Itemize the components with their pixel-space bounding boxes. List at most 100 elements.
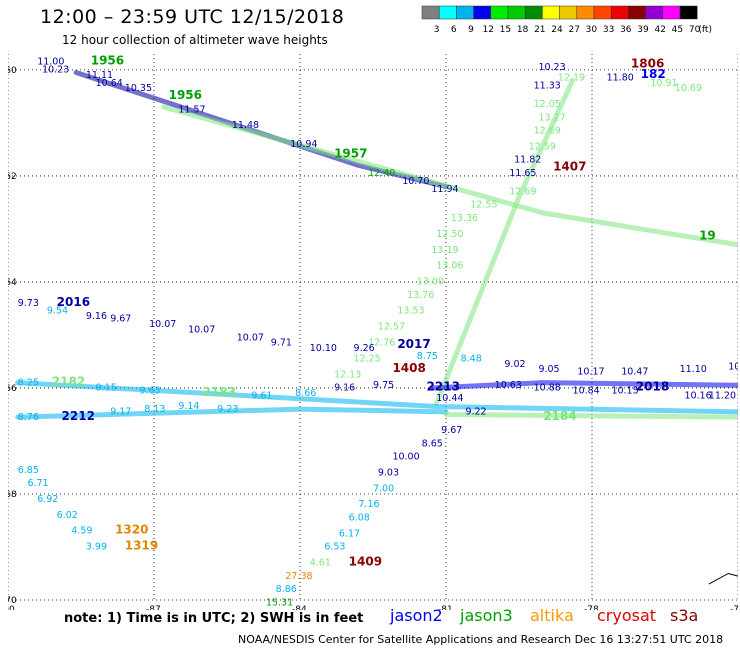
wave-height-label: 10.23 — [42, 65, 69, 76]
scale-bin-70 — [679, 5, 698, 20]
wave-height-label: 8.48 — [461, 353, 482, 364]
wave-height-label: 3.99 — [86, 542, 107, 553]
altimeter-track — [443, 411, 738, 420]
scale-bin-9 — [456, 5, 474, 20]
lat-tick-label: -62 — [8, 172, 17, 182]
wave-height-label: 12.50 — [436, 229, 463, 240]
scale-label-70: 70 — [689, 25, 701, 35]
wave-height-label: 9.67 — [441, 425, 462, 436]
wave-height-label: 8.13 — [144, 404, 165, 415]
wave-height-label: 9.02 — [504, 359, 525, 370]
wave-height-label: 8.25 — [18, 377, 39, 388]
wave-height-label: 12.69 — [534, 126, 561, 137]
wave-height-label: 11.33 — [534, 80, 561, 91]
wave-height-label: 11.48 — [232, 120, 259, 131]
wave-height-label: 15.31 — [266, 597, 293, 608]
scale-label-18: 18 — [517, 25, 529, 35]
wave-height-label: 9.03 — [378, 467, 399, 478]
wave-height-label: 6.17 — [339, 528, 360, 539]
scale-bin-36 — [610, 5, 629, 20]
pass-time-label: 1806 — [631, 56, 664, 70]
wave-height-label: 13.27 — [538, 112, 565, 123]
satellite-legend-s3a: s3a — [670, 606, 699, 625]
wave-height-label: 9.15 — [96, 383, 117, 394]
scale-bin-12 — [473, 5, 492, 20]
wave-height-label: 8.65 — [422, 438, 443, 449]
satellite-legend-altika: altika — [530, 606, 574, 625]
altimeter-track — [15, 406, 449, 420]
wave-height-label: 8.75 — [417, 351, 438, 362]
wave-height-label: 10.88 — [534, 383, 561, 394]
wave-height-label: 11.57 — [178, 104, 205, 115]
wave-height-label: 9.23 — [217, 404, 238, 415]
scale-bin-33 — [593, 5, 612, 20]
map-plot: -90 -87 -84 -81 -78 -75 -60 -62 -64 -66 -68 -70 11.0… — [8, 54, 738, 610]
wave-height-label: 10.64 — [96, 78, 123, 89]
pass-time-label: 2213 — [427, 380, 460, 394]
wave-height-label: 10.91 — [650, 78, 677, 89]
page-subtitle: 12 hour collection of altimeter wave hei… — [62, 33, 328, 47]
wave-height-label: 10.07 — [237, 332, 264, 343]
wave-height-label: 12.69 — [509, 186, 536, 197]
lat-tick-label: -66 — [8, 384, 17, 394]
lat-tick-label: -64 — [8, 278, 17, 288]
wave-height-label: 9.73 — [18, 298, 39, 309]
scale-bin-3 — [421, 5, 440, 20]
wave-height-label: 27.38 — [285, 571, 312, 582]
wave-height-label: 9.16 — [86, 311, 107, 322]
wave-height-label: 7.16 — [358, 499, 379, 510]
scale-bin-6 — [438, 5, 457, 20]
pass-time-label: 1320 — [115, 523, 148, 537]
wave-height-label: 10.69 — [675, 83, 702, 94]
pass-time-label: 1319 — [125, 539, 158, 553]
wave-height-label: 9.14 — [178, 401, 199, 412]
wave-height-label: 12.59 — [529, 141, 556, 152]
wave-height-label: 9.22 — [465, 406, 486, 417]
wave-height-label: 6.08 — [349, 512, 370, 523]
wave-height-label: 10.44 — [436, 393, 463, 404]
scale-label-15: 15 — [500, 25, 511, 35]
wave-height-label: 10.70 — [402, 176, 429, 187]
scale-bin-21 — [524, 5, 543, 20]
lon-tick-label: -81 — [438, 605, 453, 610]
altimeter-track — [15, 380, 738, 415]
wave-height-label: 10.63 — [495, 380, 522, 391]
scale-label-45: 45 — [672, 25, 683, 35]
scale-bin-39 — [628, 5, 646, 20]
wave-height-label: 10.47 — [621, 367, 648, 378]
wave-height-label: 11.65 — [509, 168, 536, 179]
wave-height-label: 10.07 — [188, 324, 215, 335]
lat-tick-label: -70 — [8, 596, 17, 606]
wave-height-label: 6.53 — [324, 542, 345, 553]
wave-height-label: 7.00 — [373, 483, 394, 494]
wave-height-label: 10.10 — [310, 343, 337, 354]
altimeter-track — [428, 380, 738, 391]
scale-label-3: 3 — [434, 25, 440, 35]
wave-height-label: 9.61 — [251, 391, 272, 402]
wave-height-label: 11.82 — [514, 155, 541, 166]
pass-time-label: 2016 — [57, 295, 90, 309]
wave-height-label: 6.85 — [18, 465, 39, 476]
wave-height-label: 12.05 — [534, 99, 561, 110]
wave-height-label: 12.13 — [334, 369, 361, 380]
pass-time-label: 2183 — [203, 385, 236, 399]
coastline — [708, 572, 738, 585]
satellite-legend-cryosat: cryosat — [597, 606, 657, 625]
scale-label-6: 6 — [451, 25, 457, 35]
pass-time-label: 1409 — [349, 555, 382, 569]
pass-time-label: 182 — [641, 67, 666, 81]
wave-height-label: 10.16 — [684, 391, 711, 402]
scale-bin-24 — [542, 5, 560, 20]
scale-bin-30 — [576, 5, 595, 20]
wave-height-label: 9.05 — [538, 364, 559, 375]
scale-label-36: 36 — [620, 25, 632, 35]
wave-height-label: 11.11 — [86, 70, 113, 81]
pass-time-label: 1408 — [392, 361, 425, 375]
pass-time-label: 2018 — [636, 380, 669, 394]
wave-height-label: 13.53 — [397, 306, 424, 317]
wave-height-label: 10.94 — [290, 139, 317, 150]
lon-tick-label: -78 — [584, 605, 599, 610]
scale-label-30: 30 — [586, 25, 598, 35]
wave-height-label: 10.84 — [573, 385, 600, 396]
